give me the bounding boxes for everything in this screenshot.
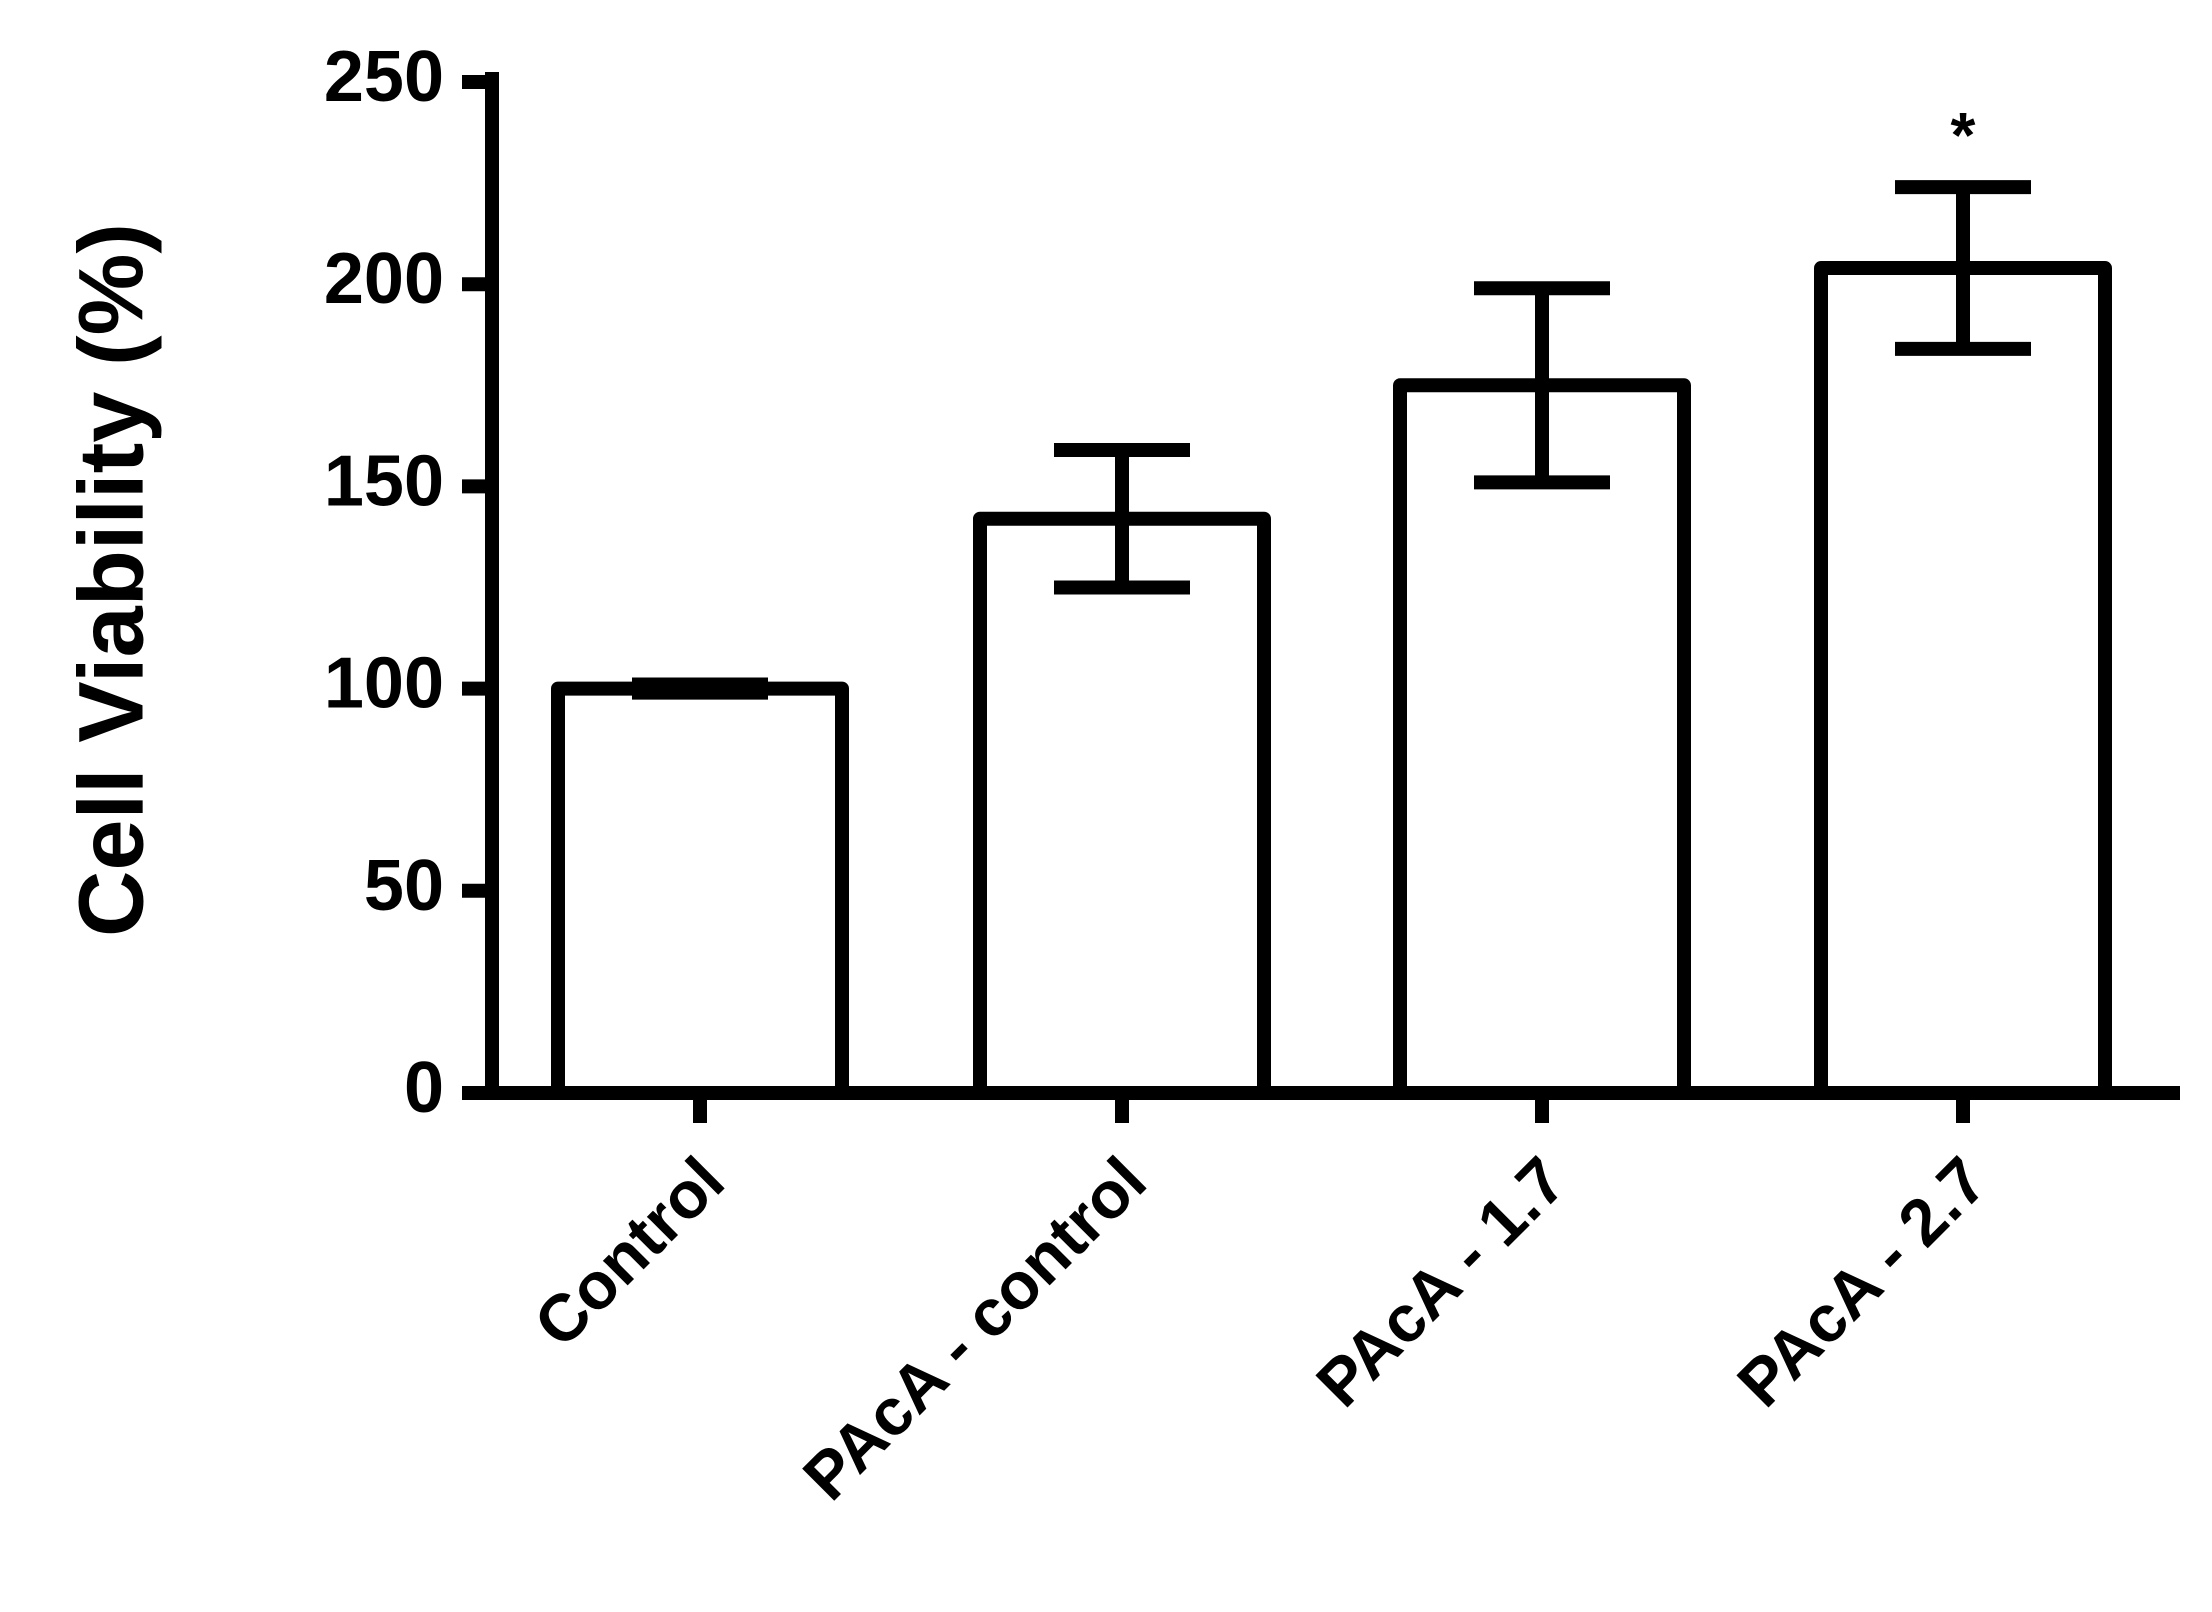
x-category-label-3: PAcA - 2.7 [1723,1143,2001,1421]
error-bar-2 [1474,281,1610,490]
y-tick-label-1: 50 [364,846,444,926]
y-tick-label-4: 200 [324,239,444,319]
x-category-label-1: PAcA - control [789,1143,1160,1514]
y-tick-label-3: 150 [324,441,444,521]
error-bar-1 [1054,443,1190,595]
bars-group [551,261,2112,1100]
error-bar-3 [1895,180,2031,356]
annotations-group: * [1951,99,1976,171]
error-bar-0 [632,677,768,700]
bar-1 [973,511,1271,1100]
x-category-label-2: PAcA - 1.7 [1302,1143,1580,1421]
y-axis-title: Cell Viability (%) [60,223,162,937]
error-bars-group [632,180,2031,700]
bar-3 [1814,261,2112,1100]
significance-marker-3: * [1951,99,1976,171]
bar-2 [1393,378,1691,1100]
y-tick-label-2: 100 [324,644,444,724]
y-tick-label-5: 250 [324,37,444,117]
x-category-label-0: Control [520,1143,738,1361]
x-ticks-group: Control PAcA - control PAcA - 1.7 PAcA - 2.… [520,1093,2001,1514]
y-ticks-group: 0 50 100 150 200 250 [324,37,492,1128]
bar-0 [551,681,849,1100]
axes-group [485,72,2180,1100]
y-tick-label-0: 0 [404,1048,444,1128]
